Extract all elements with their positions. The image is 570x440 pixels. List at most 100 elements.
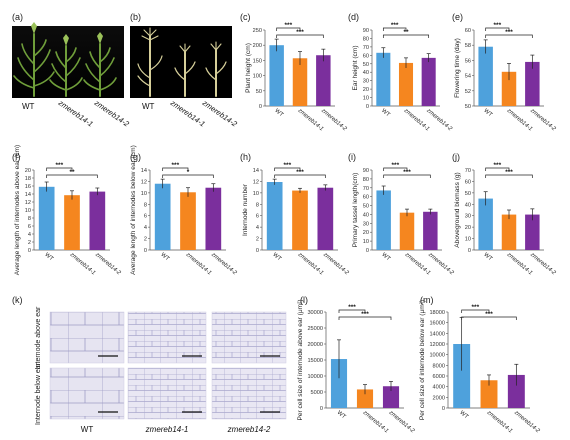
- y-tick-label-f-5: 10: [25, 208, 31, 214]
- sig-bracket-c-1: [276, 34, 324, 38]
- bar-m-1: [480, 380, 498, 408]
- y-tick-label-d-6: 60: [363, 53, 369, 59]
- sig-label-l-0: ***: [348, 304, 356, 311]
- y-tick-label-j-3: 30: [465, 214, 471, 220]
- y-tick-label-c-5: 250: [253, 28, 262, 34]
- y-tick-label-c-0: 0: [259, 104, 262, 110]
- photo-a: [12, 22, 124, 98]
- photo-b-label-zmereb14-1: zmereb14-1: [168, 98, 207, 129]
- panel-label-l: (l): [300, 295, 308, 305]
- x-tick-label-f-0: WT: [43, 252, 54, 263]
- y-tick-label-f-3: 6: [28, 224, 31, 230]
- panel-label-a: (a): [12, 12, 23, 22]
- x-tick-label-i-0: WT: [380, 252, 391, 263]
- sig-label-m-1: ***: [485, 311, 493, 318]
- x-tick-label-j-2: zmereb14-2: [528, 251, 557, 277]
- y-tick-label-h-7: 14: [253, 168, 259, 174]
- bar-g-2: [205, 187, 222, 250]
- bar-g-1: [180, 192, 196, 250]
- y-tick-label-l-2: 10000: [307, 374, 323, 380]
- x-tick-label-m-2: zmereb14-2: [512, 409, 541, 435]
- y-tick-label-l-0: 0: [320, 406, 323, 412]
- chart-l: 0 5000 10000 15000 20000 25000 30000 WT zmereb14…: [297, 299, 416, 434]
- y-axis-label-g: Average length of internodes below ear (…: [130, 145, 137, 275]
- chart-m: 0 2000 4000 6000 8000 10000 12000 14000 16000 180…: [419, 300, 541, 435]
- y-tick-label-i-1: 10: [363, 239, 369, 245]
- panel-label-k: (k): [12, 295, 23, 305]
- y-tick-label-e-1: 52: [465, 89, 471, 95]
- y-tick-label-e-3: 56: [465, 58, 471, 64]
- sig-label-d-0: ***: [391, 22, 399, 29]
- y-tick-label-g-4: 8: [144, 202, 147, 208]
- panel-label-h: (h): [240, 152, 251, 162]
- y-tick-label-h-0: 0: [256, 248, 259, 254]
- sig-bracket-d-1: [382, 34, 430, 38]
- sig-label-c-1: ***: [296, 29, 304, 36]
- y-tick-label-e-5: 60: [465, 28, 471, 34]
- y-tick-label-f-7: 14: [25, 192, 31, 198]
- y-tick-label-c-3: 150: [253, 58, 262, 64]
- y-tick-label-g-2: 4: [144, 225, 147, 231]
- x-tick-label-g-1: zmereb14-1: [184, 251, 212, 276]
- y-tick-label-i-5: 50: [363, 204, 369, 210]
- y-tick-label-c-4: 200: [253, 43, 262, 49]
- y-tick-label-d-7: 70: [363, 45, 369, 51]
- bar-h-0: [266, 182, 283, 250]
- y-tick-label-l-5: 25000: [307, 326, 323, 332]
- micro-row-label-below-text: Internode below ear: [35, 362, 42, 425]
- y-tick-label-g-3: 6: [144, 214, 147, 220]
- y-tick-label-e-2: 54: [465, 74, 471, 80]
- y-tick-label-d-5: 50: [363, 62, 369, 68]
- sig-bracket-c-0: [276, 27, 301, 31]
- y-tick-label-m-9: 18000: [429, 310, 445, 316]
- photo-a-label-zmereb14-2: zmereb14-2: [92, 98, 131, 129]
- x-tick-label-i-2: zmereb14-2: [426, 251, 455, 277]
- bar-m-0: [453, 344, 471, 408]
- y-axis-label-l: Per cell size of internode above ear (μm…: [297, 299, 304, 420]
- x-tick-label-d-0: WT: [380, 108, 391, 119]
- sig-bracket-e-0: [485, 27, 510, 31]
- sig-label-g-1: *: [187, 169, 190, 176]
- sig-bracket-d-0: [382, 27, 407, 31]
- y-tick-label-m-5: 10000: [429, 353, 445, 359]
- bar-c-0: [269, 45, 284, 106]
- sig-label-j-0: ***: [494, 162, 502, 169]
- y-tick-label-j-0: 0: [468, 248, 471, 254]
- bar-e-0: [478, 46, 493, 106]
- sig-bracket-i-0: [383, 167, 408, 171]
- y-tick-label-f-0: 0: [28, 248, 31, 254]
- y-axis-label-e: Flowering time (day): [454, 38, 461, 98]
- y-tick-label-i-9: 90: [363, 168, 369, 174]
- sig-label-i-0: ***: [392, 162, 400, 169]
- y-tick-label-i-2: 20: [363, 230, 369, 236]
- y-axis-label-f: Average length of internodes above ear (…: [14, 145, 21, 275]
- micrograph-zmereb14-2-above: [211, 311, 287, 364]
- panel-label-b: (b): [130, 12, 141, 22]
- y-tick-label-h-5: 10: [253, 191, 259, 197]
- bar-m-2: [507, 374, 525, 408]
- bar-j-2: [525, 214, 540, 250]
- y-axis-label-d: Ear height (cm): [352, 45, 359, 90]
- y-tick-label-f-6: 12: [25, 200, 31, 206]
- x-tick-label-f-2: zmereb14-2: [93, 251, 122, 277]
- bar-f-1: [64, 195, 80, 250]
- x-tick-label-g-0: WT: [159, 252, 170, 263]
- sig-bracket-j-0: [485, 167, 510, 171]
- sig-label-c-0: ***: [285, 22, 293, 29]
- micrograph-wt-above: [49, 311, 125, 364]
- bar-i-0: [376, 190, 391, 250]
- y-tick-label-m-1: 2000: [433, 395, 445, 401]
- sig-bracket-i-1: [383, 174, 431, 178]
- y-tick-label-m-6: 12000: [429, 342, 445, 348]
- photo-a-label-zmereb14-1: zmereb14-1: [56, 98, 95, 129]
- sig-bracket-e-1: [485, 34, 533, 38]
- sig-bracket-g-0: [162, 167, 189, 171]
- y-tick-label-h-2: 4: [256, 225, 259, 231]
- y-tick-label-f-4: 8: [28, 216, 31, 222]
- y-tick-label-i-6: 60: [363, 195, 369, 201]
- sig-label-f-0: ***: [56, 162, 64, 169]
- panel-label-i: (i): [348, 152, 356, 162]
- y-tick-label-m-7: 14000: [429, 331, 445, 337]
